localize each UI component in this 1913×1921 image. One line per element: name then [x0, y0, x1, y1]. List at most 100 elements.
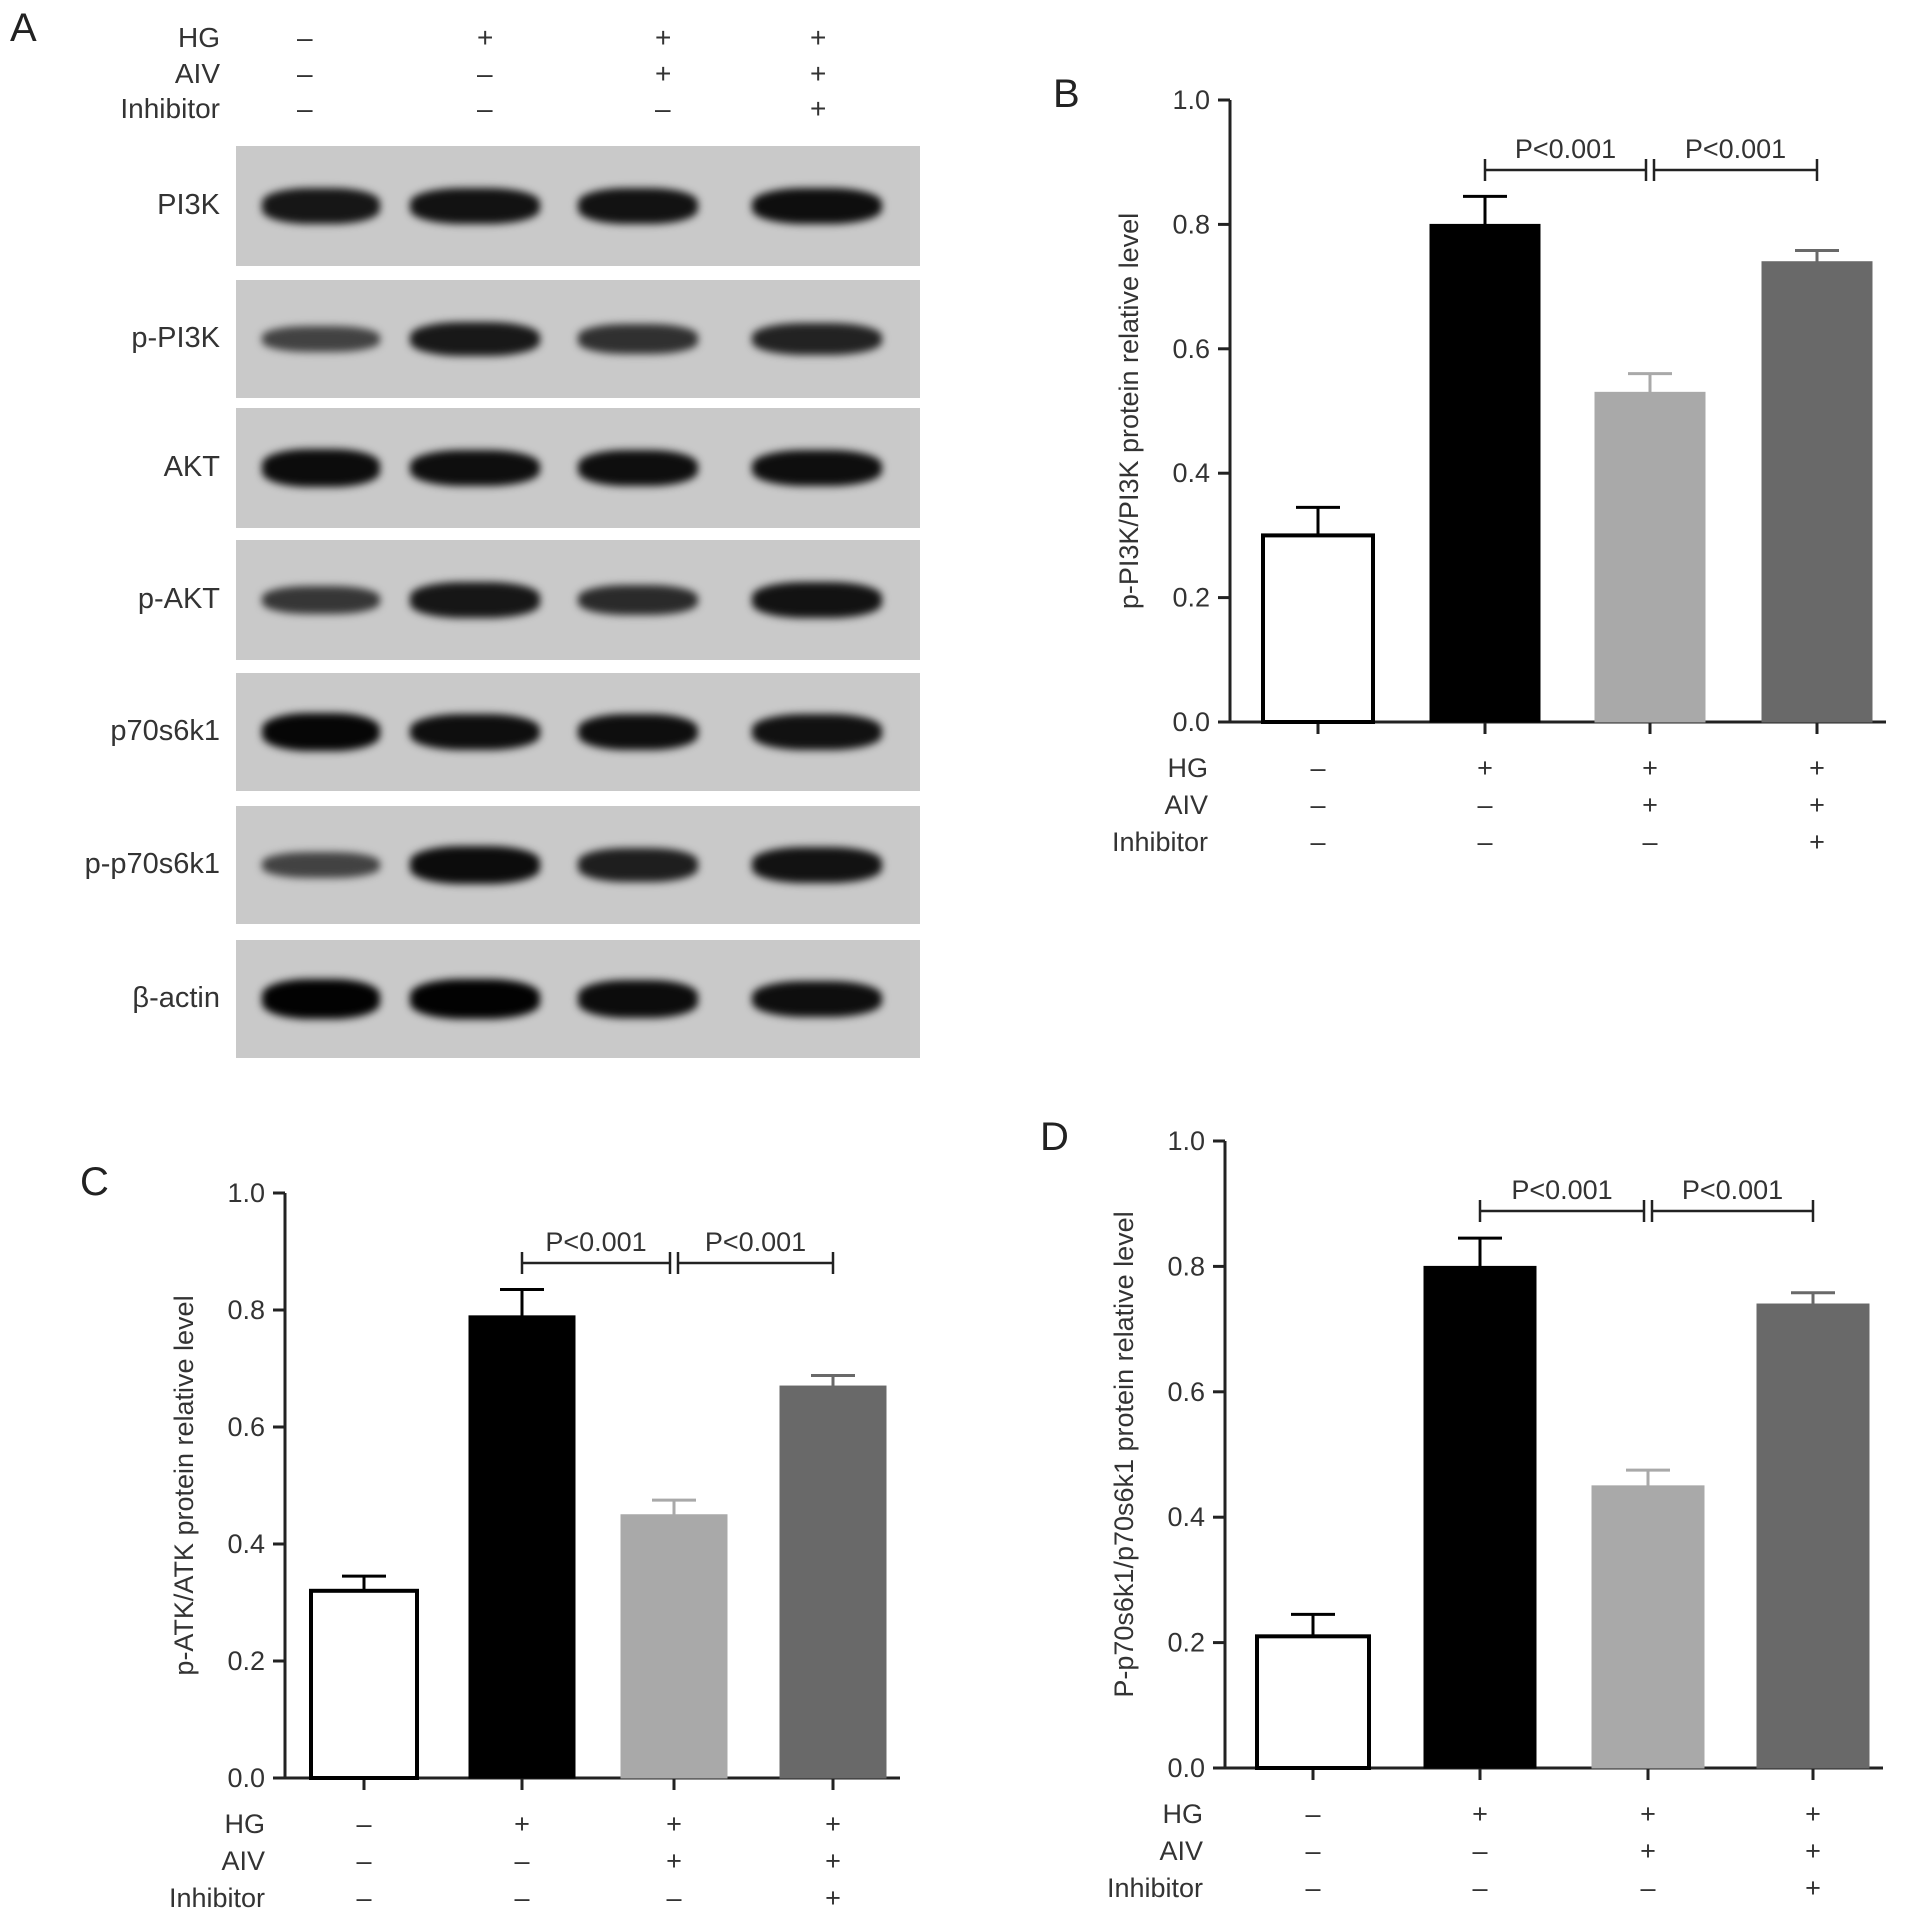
blot-band [410, 187, 540, 225]
panel-b-letter: B [1053, 72, 1080, 116]
blot-condition-sign: + [477, 22, 494, 53]
condition-sign: – [1310, 790, 1325, 820]
condition-sign: – [1310, 753, 1325, 783]
blot-protein-label: AKT [163, 451, 220, 483]
blot-band [410, 321, 540, 357]
blot-band [262, 449, 380, 487]
significance-label: P<0.001 [545, 1227, 646, 1257]
condition-sign: + [1809, 827, 1825, 857]
condition-sign: – [1310, 827, 1325, 857]
condition-sign: – [1640, 1873, 1655, 1903]
bar [1429, 223, 1541, 723]
blot-condition-sign: – [297, 93, 313, 124]
condition-sign: + [1477, 753, 1493, 783]
y-tick-label: 0.8 [1172, 209, 1210, 239]
condition-label: Inhibitor [1107, 1873, 1203, 1903]
condition-sign: + [825, 1809, 841, 1839]
y-tick-label: 0.6 [1172, 334, 1210, 364]
condition-sign: + [666, 1846, 682, 1876]
blot-band [410, 713, 540, 751]
condition-sign: – [356, 1809, 371, 1839]
blot-band [752, 187, 882, 225]
blot-protein-label: β-actin [132, 982, 220, 1014]
blot-band [578, 980, 698, 1018]
blot-condition-label: HG [178, 22, 220, 53]
condition-sign: – [1642, 827, 1657, 857]
condition-sign: – [514, 1846, 529, 1876]
y-tick-label: 0.0 [1172, 707, 1210, 737]
blot-condition-sign: + [810, 22, 827, 53]
condition-label: AIV [1159, 1836, 1203, 1866]
condition-sign: + [825, 1883, 841, 1913]
blot-condition-label: AIV [174, 58, 220, 89]
y-tick-label: 0.2 [1167, 1628, 1205, 1658]
blot-condition-sign: + [655, 22, 672, 53]
blot-protein-label: p-PI3K [131, 322, 220, 354]
condition-sign: + [825, 1846, 841, 1876]
blot-band [262, 979, 380, 1019]
y-tick-label: 0.6 [1167, 1377, 1205, 1407]
condition-sign: – [1477, 790, 1492, 820]
condition-label: AIV [1164, 790, 1208, 820]
condition-sign: – [356, 1846, 371, 1876]
y-tick-label: 0.2 [227, 1646, 265, 1676]
significance-label: P<0.001 [1685, 134, 1786, 164]
chart-b: p-PI3K/PI3K protein relative level 0.0 0.2… [1112, 85, 1886, 857]
y-tick-label: 0.8 [1167, 1251, 1205, 1281]
blot-band [578, 584, 698, 616]
y-tick-label: 0.4 [1172, 458, 1210, 488]
blot-band [752, 713, 882, 751]
panel-c-letter: C [80, 1160, 109, 1204]
condition-sign: + [1640, 1836, 1656, 1866]
significance-label: P<0.001 [1515, 134, 1616, 164]
blot-condition-sign: + [810, 93, 827, 124]
blot-band [752, 322, 882, 356]
condition-sign: – [1472, 1873, 1487, 1903]
blot-band [410, 582, 540, 618]
condition-sign: – [1305, 1873, 1320, 1903]
condition-label: HG [225, 1809, 266, 1839]
blot-band [752, 980, 882, 1018]
condition-sign: + [1805, 1873, 1821, 1903]
blot-condition-sign: + [655, 58, 672, 89]
bar [1591, 1485, 1705, 1769]
condition-sign: – [1477, 827, 1492, 857]
blot-band [578, 187, 698, 225]
blot-protein-label: p-AKT [137, 583, 220, 615]
y-tick-label: 0.0 [1167, 1753, 1205, 1783]
y-axis-label: p-ATK/ATK protein relative level [169, 1295, 199, 1675]
condition-label: Inhibitor [169, 1883, 265, 1913]
condition-label: HG [1163, 1799, 1204, 1829]
blot-condition-sign: – [297, 58, 313, 89]
condition-sign: + [1642, 753, 1658, 783]
panel-d-letter: D [1040, 1115, 1069, 1159]
condition-sign: – [666, 1883, 681, 1913]
y-tick-label: 0.8 [227, 1295, 265, 1325]
y-tick-label: 1.0 [1167, 1126, 1205, 1156]
blot-band [262, 852, 380, 878]
condition-label: HG [1168, 753, 1209, 783]
y-tick-label: 0.0 [227, 1763, 265, 1793]
blot-band [752, 449, 882, 487]
blot-condition-sign: – [297, 22, 313, 53]
blot-condition-sign: – [655, 93, 671, 124]
y-axis-label: p-PI3K/PI3K protein relative level [1114, 213, 1144, 609]
condition-sign: + [1805, 1799, 1821, 1829]
chart-c: p-ATK/ATK protein relative level 0.0 0.2 0.… [169, 1178, 900, 1913]
significance-label: P<0.001 [1682, 1175, 1783, 1205]
condition-sign: – [1472, 1836, 1487, 1866]
condition-sign: – [514, 1883, 529, 1913]
y-tick-label: 1.0 [1172, 85, 1210, 115]
blot-band [262, 585, 380, 615]
blot-band [578, 713, 698, 751]
blot-band [262, 326, 380, 352]
blot-band [752, 581, 882, 619]
y-tick-label: 0.4 [1167, 1502, 1205, 1532]
condition-sign: + [1809, 790, 1825, 820]
bar [1423, 1265, 1537, 1769]
y-axis-label: P-p70s6k1/p70s6k1 protein relative level [1109, 1211, 1139, 1697]
blot-protein-label: p-p70s6k1 [84, 848, 220, 880]
blot-band [410, 979, 540, 1019]
condition-sign: + [1805, 1836, 1821, 1866]
blot-band [578, 449, 698, 487]
